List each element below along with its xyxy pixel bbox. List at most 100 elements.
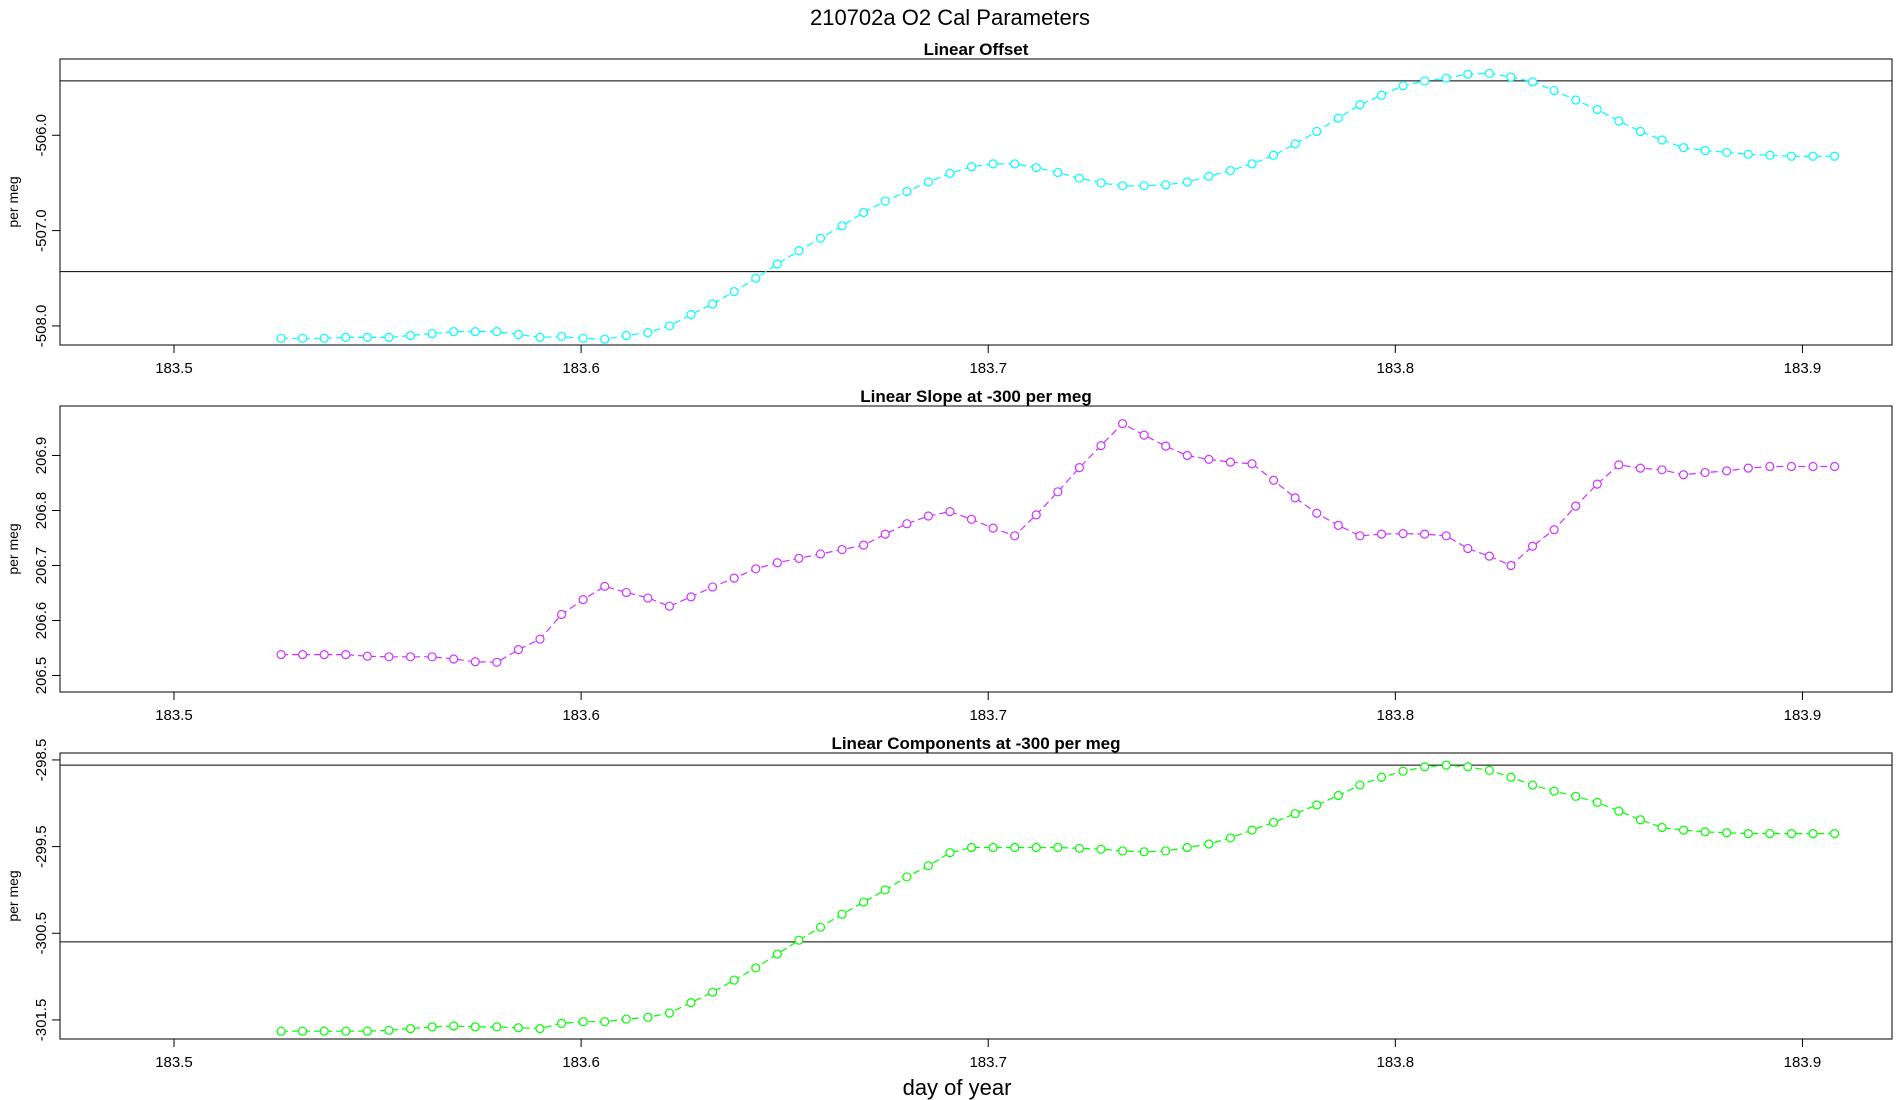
data-point (298, 333, 308, 343)
y-tick-label: -299.5 (33, 825, 50, 868)
data-point (1031, 510, 1041, 520)
data-point (1010, 531, 1020, 541)
data-point (427, 652, 437, 662)
data-point (1829, 461, 1840, 472)
data-point (923, 511, 933, 521)
data-point (449, 327, 459, 337)
y-tick-label: -298.5 (33, 739, 50, 782)
figure-title: 210702a O2 Cal Parameters (810, 5, 1090, 30)
data-point (1182, 177, 1192, 187)
y-axis-label: per meg (5, 176, 21, 227)
data-point (1614, 116, 1624, 126)
data-point (1549, 525, 1559, 535)
x-tick-label: 183.9 (1784, 360, 1822, 377)
data-point (664, 1008, 675, 1018)
data-point (1549, 786, 1559, 796)
data-point (1657, 822, 1667, 833)
data-point (1635, 815, 1646, 825)
data-point (902, 186, 912, 197)
data-point (880, 196, 890, 206)
x-tick-label: 183.7 (969, 1054, 1007, 1071)
data-point (449, 654, 459, 664)
data-point (794, 246, 804, 256)
y-tick-label: 206.7 (33, 547, 50, 585)
data-point (1484, 68, 1494, 78)
data-point (772, 259, 782, 269)
y-tick-label: -508.0 (33, 305, 50, 348)
data-point (1786, 461, 1797, 472)
data-point (1053, 487, 1063, 497)
data-point (1053, 167, 1063, 178)
data-point (1117, 419, 1128, 429)
data-point (1247, 159, 1257, 169)
data-point (1722, 828, 1732, 838)
data-point (643, 1012, 653, 1022)
data-point (1743, 828, 1753, 839)
data-point (1225, 833, 1236, 843)
data-point (1571, 501, 1581, 511)
x-tick-label: 183.5 (155, 1054, 193, 1071)
data-point (1268, 150, 1279, 160)
data-point (405, 330, 416, 341)
y-tick-label: 206.5 (33, 657, 50, 695)
data-point (1398, 766, 1408, 776)
data-point (945, 848, 955, 858)
data-point (751, 273, 761, 283)
data-point (1355, 531, 1365, 541)
data-point (1182, 450, 1192, 461)
x-axis-label: day of year (903, 1075, 1012, 1100)
data-point (772, 558, 782, 568)
data-point (578, 594, 588, 605)
data-point (643, 328, 653, 338)
data-point (449, 1021, 459, 1031)
data-point (1592, 797, 1602, 808)
data-point (1312, 508, 1322, 518)
y-axis-label: per meg (5, 870, 21, 921)
data-point (470, 657, 480, 667)
data-point (686, 997, 696, 1008)
data-point (1571, 95, 1581, 105)
data-point (1182, 842, 1192, 853)
data-point (1743, 149, 1753, 159)
data-point (384, 1025, 394, 1035)
data-point (578, 1017, 588, 1027)
panel-3: Linear Components at -300 per meg -298.5 -… (5, 734, 1893, 1071)
data-point (1290, 809, 1300, 819)
data-point (1333, 113, 1343, 123)
data-point (556, 609, 567, 620)
x-tick-label: 183.9 (1784, 707, 1822, 724)
data-point (945, 168, 955, 178)
data-point (600, 581, 610, 592)
data-point (1031, 842, 1041, 853)
data-point (1700, 145, 1710, 156)
data-point (707, 987, 718, 997)
data-point (902, 872, 912, 882)
data-point (815, 233, 826, 243)
data-point (902, 519, 912, 529)
data-point (1139, 847, 1149, 857)
data-point (298, 649, 308, 660)
x-tick-label: 183.7 (969, 360, 1007, 377)
y-tick-label: -300.5 (33, 912, 50, 955)
y-tick-label: 206.8 (33, 492, 50, 530)
data-point (1398, 528, 1408, 539)
data-point (837, 909, 847, 919)
data-point (578, 333, 588, 343)
data-point (686, 309, 696, 320)
data-point (513, 645, 524, 655)
data-point (1355, 100, 1365, 110)
data-point (1290, 493, 1300, 503)
data-point (276, 333, 286, 343)
data-point (405, 1023, 416, 1034)
data-point (1527, 77, 1538, 87)
data-point (384, 332, 394, 342)
panel-1: Linear Offset -506.0 -507.0 -508.0 per meg 18… (5, 40, 1893, 377)
data-point (707, 299, 718, 309)
data-point (1527, 541, 1538, 551)
data-point (1268, 475, 1279, 485)
data-point (1808, 828, 1818, 839)
data-point (1010, 842, 1020, 853)
data-point (1247, 459, 1257, 469)
data-point (1074, 463, 1085, 473)
